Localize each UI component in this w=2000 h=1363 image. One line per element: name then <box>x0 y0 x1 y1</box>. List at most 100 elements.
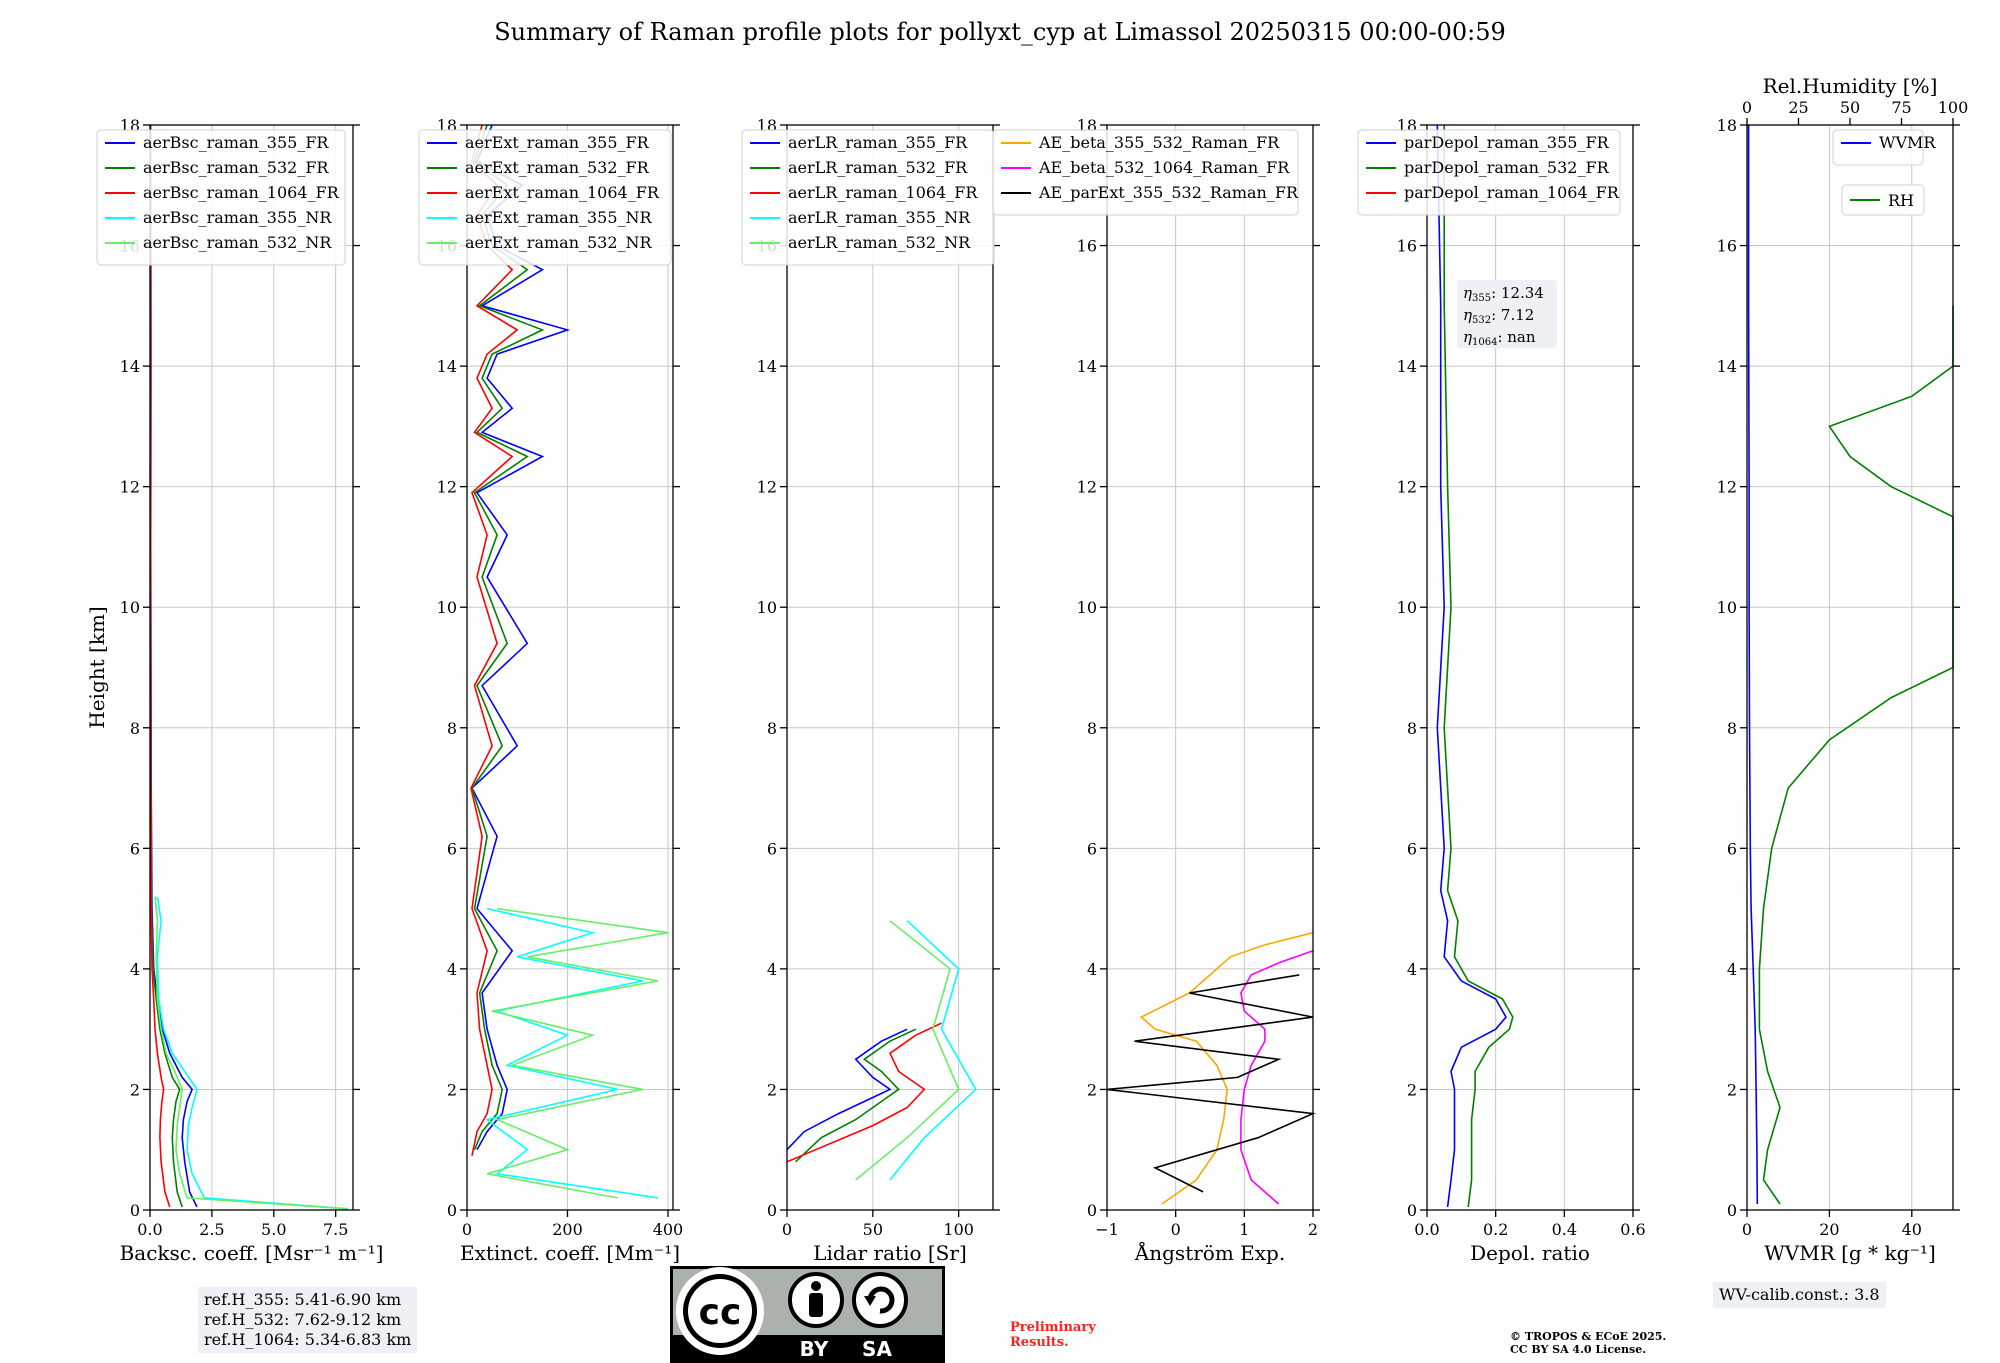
x-tick-label: 50 <box>863 1220 883 1239</box>
x-tick-label: 1 <box>1239 1220 1249 1239</box>
y-tick-label: 0 <box>1407 1201 1417 1220</box>
y-tick-label: 6 <box>1087 839 1097 858</box>
figure-title: Summary of Raman profile plots for polly… <box>494 18 1506 46</box>
series-line-AE_beta_355_532_Raman_FR <box>1139 931 1314 1205</box>
x-tick-label: 0 <box>1171 1220 1181 1239</box>
cc-by-text: BY <box>800 1337 829 1361</box>
series-line-aerExt_raman_1064_FR <box>470 124 519 1156</box>
top-x-tick-label: 0 <box>1742 98 1752 117</box>
y-tick-label: 0 <box>767 1201 777 1220</box>
y-tick-label: 2 <box>1087 1080 1097 1099</box>
series-line-aerExt_raman_532_FR <box>471 124 545 1151</box>
preliminary-results-note: Preliminary Results. <box>1010 1320 1096 1350</box>
legend-label: aerLR_raman_355_FR <box>788 133 968 152</box>
x-axis-label: Lidar ratio [Sr] <box>813 1241 967 1265</box>
x-axis-label: Depol. ratio <box>1470 1241 1590 1265</box>
legend-box <box>1841 184 1925 216</box>
y-tick-label: 14 <box>437 357 457 376</box>
top-x-tick-label: 25 <box>1788 98 1808 117</box>
cc-license-logo: cc BY SA <box>670 1266 945 1363</box>
y-tick-label: 8 <box>130 719 140 738</box>
series-line-WVMR <box>1747 125 1759 1205</box>
y-tick-label: 16 <box>1717 237 1737 256</box>
y-tick-label: 10 <box>120 598 140 617</box>
axes-frame <box>1746 124 1954 1211</box>
x-tick-label: 400 <box>653 1220 684 1239</box>
axes-frame <box>466 124 674 1211</box>
y-tick-label: 2 <box>447 1080 457 1099</box>
y-tick-label: 8 <box>1407 719 1417 738</box>
panel-ext: 0246810121416180200400Extinct. coeff. [M… <box>418 116 684 1265</box>
x-tick-label: 0.0 <box>1414 1220 1439 1239</box>
y-tick-label: 8 <box>1087 719 1097 738</box>
legend-rh: RH <box>1841 184 1925 216</box>
legend-label: parDepol_raman_355_FR <box>1404 133 1610 152</box>
y-tick-label: 0 <box>1087 1201 1097 1220</box>
cc-sa-text: SA <box>862 1337 892 1361</box>
y-tick-label: 10 <box>757 598 777 617</box>
y-tick-label: 2 <box>130 1080 140 1099</box>
legend-label: aerBsc_raman_532_FR <box>143 158 329 177</box>
x-tick-label: 5.0 <box>261 1220 286 1239</box>
y-tick-label: 18 <box>1717 116 1737 135</box>
y-tick-label: 16 <box>1077 237 1097 256</box>
eta-value: η355: 12.34 <box>1463 284 1544 304</box>
eta-value: η1064: nan <box>1463 328 1536 348</box>
legend-label: WVMR <box>1879 133 1936 152</box>
x-tick-label: 7.5 <box>323 1220 348 1239</box>
x-tick-label: 20 <box>1819 1220 1839 1239</box>
x-tick-label: 0 <box>462 1220 472 1239</box>
panel-wv: 0 2 4 6 8 10 12 14 16 18 0 20 40 WVMR [g * kg⁻¹] 0 25 50… <box>1717 74 1969 1265</box>
legend: WVMR <box>1832 129 1936 166</box>
y-tick-label: 14 <box>120 357 140 376</box>
top-x-tick-label: 75 <box>1891 98 1911 117</box>
y-tick-label: 6 <box>767 839 777 858</box>
legend: parDepol_raman_355_FR parDepol_raman_532_… <box>1357 129 1621 216</box>
y-tick-label: 6 <box>130 839 140 858</box>
eta-value: η532: 7.12 <box>1463 306 1534 326</box>
legend-label: AE_parExt_355_532_Raman_FR <box>1038 183 1299 202</box>
legend-label: aerLR_raman_1064_FR <box>788 183 978 202</box>
series-line-aerExt_raman_355_FR <box>471 124 571 1151</box>
legend-box <box>1357 129 1621 216</box>
axes-frame <box>1106 124 1314 1211</box>
legend-label: aerExt_raman_532_FR <box>465 158 650 177</box>
y-tick-label: 0 <box>130 1201 140 1220</box>
x-tick-label: 2.5 <box>199 1220 224 1239</box>
legend: aerLR_raman_355_FR aerLR_raman_532_FR aerL… <box>741 129 995 266</box>
x-axis-label: WVMR [g * kg⁻¹] <box>1764 1241 1936 1265</box>
legend-box <box>1832 129 1924 166</box>
legend-label: aerExt_raman_355_NR <box>465 208 653 227</box>
x-tick-label: 200 <box>552 1220 583 1239</box>
legend-label: aerExt_raman_355_FR <box>465 133 650 152</box>
y-tick-label: 4 <box>1087 960 1097 979</box>
y-tick-label: 14 <box>757 357 777 376</box>
legend-box <box>418 129 672 266</box>
series-line-aerLR_raman_532_FR <box>795 1028 917 1163</box>
x-tick-label: 0.0 <box>137 1220 162 1239</box>
series-line-aerExt_raman_355_NR <box>485 907 659 1199</box>
reference-height-note: ref.H_355: 5.41-6.90 km ref.H_532: 7.62-… <box>198 1287 418 1353</box>
y-tick-label: 12 <box>120 478 140 497</box>
x-tick-label: 0.6 <box>1620 1220 1645 1239</box>
legend-label: AE_beta_532_1064_Raman_FR <box>1038 158 1290 177</box>
y-tick-label: 16 <box>1397 237 1417 256</box>
series-line-aerExt_raman_532_NR <box>486 907 669 1199</box>
legend: aerExt_raman_355_FR aerExt_raman_532_FRae… <box>418 129 672 266</box>
x-tick-label: −1 <box>1095 1220 1119 1239</box>
y-tick-label: 0 <box>1727 1201 1737 1220</box>
series-line-aerBsc_raman_355_NR <box>156 896 349 1210</box>
y-tick-label: 10 <box>1397 598 1417 617</box>
eta-box-bg <box>1457 280 1557 348</box>
y-tick-label: 14 <box>1717 357 1737 376</box>
x-tick-label: 0 <box>1742 1220 1752 1239</box>
axes-frame <box>149 124 354 1211</box>
x-tick-label: 2 <box>1308 1220 1318 1239</box>
legend-label: AE_beta_355_532_Raman_FR <box>1038 133 1280 152</box>
y-tick-label: 10 <box>1717 598 1737 617</box>
y-tick-label: 2 <box>1727 1080 1737 1099</box>
series-line-parDepol_raman_532_FR <box>1443 125 1514 1208</box>
y-tick-label: 12 <box>1717 478 1737 497</box>
